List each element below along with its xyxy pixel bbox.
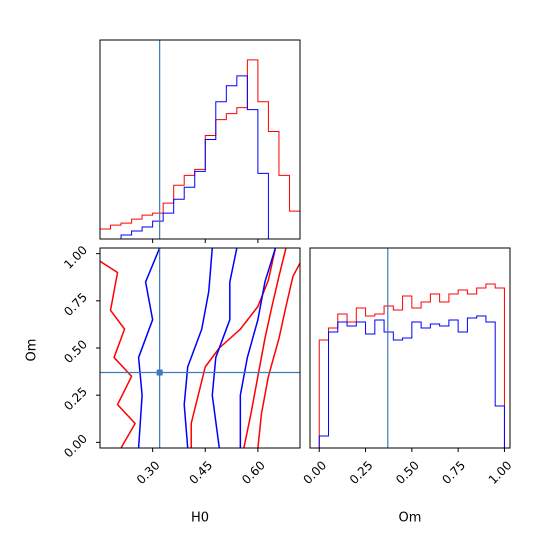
joint-y-tick-label: 0.25 (61, 384, 90, 413)
h0-hist-series-blue (120, 75, 269, 239)
om-axis-label-joint: Om (25, 339, 40, 362)
om-axis-label: Om (399, 511, 422, 526)
contour-line-red (243, 248, 287, 448)
contour-line-red (100, 260, 136, 448)
joint-contours-group (100, 248, 300, 448)
joint-x-tick-label: 0.60 (239, 458, 268, 487)
h0-axis-label: H0 (191, 511, 209, 526)
joint-y-tick-label: 0.75 (61, 290, 90, 319)
joint-y-tick-label: 1.00 (61, 243, 90, 272)
om-x-tick-label: 1.00 (486, 458, 515, 487)
joint-truth-marker (156, 369, 163, 376)
h0-hist-series-red (99, 59, 301, 239)
joint-x-tick-label: 0.45 (187, 458, 216, 487)
contour-line-blue (137, 248, 161, 448)
contour-line-blue (239, 248, 277, 448)
h0-marginal-panel (99, 39, 301, 243)
om-hist-series-red (318, 283, 505, 448)
contour-line-blue (211, 248, 238, 448)
om-x-tick-label: 0.25 (347, 458, 376, 487)
contour-line-blue (183, 248, 214, 448)
h0-om-joint-panel: 0.30 0.45 0.60 0.00 0.25 0.50 0.75 1.00 H0 Om (25, 243, 301, 526)
om-x-tick-label: 0.75 (439, 458, 468, 487)
om-x-tick-label: 0.00 (301, 458, 330, 487)
om-x-tick-label: 0.50 (393, 458, 422, 487)
om-marginal-panel: 0.00 0.25 0.50 0.75 1.00 Om (301, 247, 515, 526)
joint-y-tick-label: 0.50 (61, 337, 90, 366)
om-hist-series-blue (318, 315, 505, 448)
h0-marginal-frame (99, 39, 301, 240)
contour-line-red (257, 262, 300, 448)
joint-y-tick-label: 0.00 (61, 432, 90, 461)
om-marginal-frame (309, 247, 511, 449)
joint-x-tick-label: 0.30 (134, 458, 163, 487)
